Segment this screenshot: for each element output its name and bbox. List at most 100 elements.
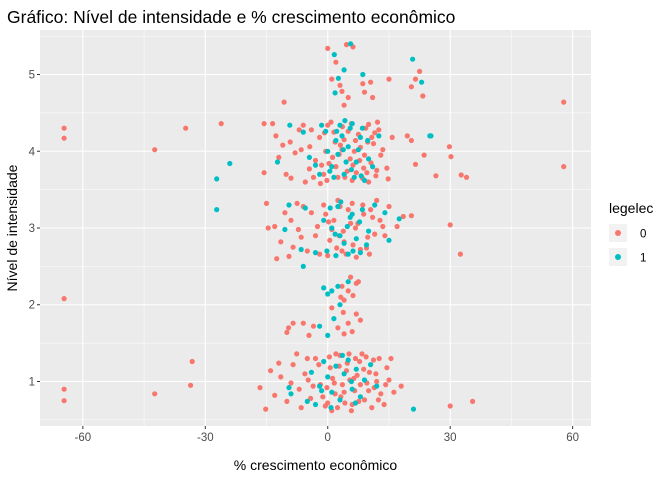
point-legelec-0 xyxy=(334,245,340,251)
point-legelec-1 xyxy=(337,397,343,403)
point-legelec-0 xyxy=(328,119,334,125)
point-legelec-1 xyxy=(363,242,370,248)
point-legelec-0 xyxy=(351,148,357,154)
point-legelec-0 xyxy=(374,378,380,385)
point-legelec-0 xyxy=(298,405,304,411)
point-legelec-0 xyxy=(321,202,327,208)
point-legelec-0 xyxy=(298,147,304,153)
point-legelec-0 xyxy=(294,200,300,206)
point-legelec-0 xyxy=(370,357,377,363)
point-legelec-0 xyxy=(398,383,404,389)
point-legelec-0 xyxy=(394,223,400,230)
point-legelec-1 xyxy=(332,90,338,96)
point-legelec-0 xyxy=(319,162,325,168)
point-legelec-0 xyxy=(352,225,359,231)
point-legelec-0 xyxy=(385,176,391,182)
point-legelec-0 xyxy=(296,127,302,133)
point-legelec-0 xyxy=(265,225,271,231)
point-legelec-0 xyxy=(365,234,371,240)
point-legelec-1 xyxy=(345,279,351,285)
point-legelec-1 xyxy=(335,283,341,289)
point-legelec-1 xyxy=(331,52,337,58)
point-legelec-1 xyxy=(352,400,359,406)
point-legelec-0 xyxy=(282,210,288,216)
point-legelec-1 xyxy=(353,366,359,372)
point-legelec-0 xyxy=(317,251,323,257)
point-legelec-1 xyxy=(339,133,345,139)
point-legelec-1 xyxy=(372,202,378,208)
point-legelec-0 xyxy=(363,354,369,360)
point-legelec-1 xyxy=(335,75,341,81)
point-legelec-0 xyxy=(391,389,397,395)
point-legelec-1 xyxy=(319,388,325,394)
point-legelec-1 xyxy=(350,248,356,254)
point-legelec-0 xyxy=(386,203,392,210)
point-legelec-1 xyxy=(319,122,325,128)
point-legelec-0 xyxy=(326,354,332,360)
point-legelec-1 xyxy=(300,263,306,269)
point-legelec-0 xyxy=(448,154,454,160)
point-legelec-0 xyxy=(341,389,347,395)
point-legelec-0 xyxy=(288,175,294,181)
point-legelec-1 xyxy=(321,285,327,291)
point-legelec-0 xyxy=(263,406,269,412)
point-legelec-0 xyxy=(421,152,427,158)
point-legelec-0 xyxy=(457,251,463,257)
point-legelec-1 xyxy=(341,171,347,177)
point-legelec-0 xyxy=(433,173,439,179)
y-tick-label: 5 xyxy=(29,70,35,82)
point-legelec-0 xyxy=(361,165,367,171)
point-legelec-1 xyxy=(366,228,372,234)
point-legelec-0 xyxy=(274,256,280,262)
point-legelec-0 xyxy=(404,133,410,139)
point-legelec-1 xyxy=(325,291,331,297)
point-legelec-0 xyxy=(326,219,332,225)
point-legelec-0 xyxy=(368,207,374,213)
point-legelec-0 xyxy=(373,371,379,377)
point-legelec-1 xyxy=(282,226,288,233)
point-legelec-0 xyxy=(325,122,331,128)
point-legelec-0 xyxy=(446,144,452,150)
point-legelec-1 xyxy=(325,374,331,380)
point-legelec-0 xyxy=(346,351,352,357)
point-legelec-0 xyxy=(368,79,374,85)
legend-title: legelec xyxy=(609,200,653,216)
point-legelec-0 xyxy=(306,166,312,172)
point-legelec-0 xyxy=(61,125,67,131)
point-legelec-0 xyxy=(408,137,414,144)
point-legelec-0 xyxy=(324,177,330,183)
point-legelec-0 xyxy=(290,362,296,368)
point-legelec-0 xyxy=(353,254,359,260)
point-legelec-0 xyxy=(278,374,284,380)
point-legelec-1 xyxy=(329,225,335,231)
point-legelec-0 xyxy=(339,88,345,94)
point-legelec-0 xyxy=(458,172,464,178)
point-legelec-1 xyxy=(214,207,220,213)
point-legelec-0 xyxy=(340,228,346,234)
point-legelec-0 xyxy=(323,211,329,217)
point-legelec-1 xyxy=(341,67,347,73)
y-tick-label: 3 xyxy=(29,223,35,235)
point-legelec-0 xyxy=(272,223,278,230)
point-legelec-0 xyxy=(312,355,319,362)
point-legelec-0 xyxy=(412,76,419,82)
point-legelec-1 xyxy=(341,240,347,246)
point-legelec-0 xyxy=(218,121,224,127)
point-legelec-1 xyxy=(348,41,354,47)
point-legelec-0 xyxy=(361,211,367,217)
point-legelec-1 xyxy=(300,129,306,135)
point-legelec-1 xyxy=(357,219,363,225)
point-legelec-0 xyxy=(152,147,158,153)
point-legelec-0 xyxy=(345,320,351,326)
point-legelec-0 xyxy=(353,170,359,176)
point-legelec-0 xyxy=(348,408,354,414)
point-legelec-0 xyxy=(329,305,335,311)
point-legelec-0 xyxy=(380,147,386,153)
point-legelec-0 xyxy=(382,233,388,239)
point-legelec-0 xyxy=(345,207,351,213)
point-legelec-1 xyxy=(337,122,343,128)
x-tick-label: 60 xyxy=(566,432,579,444)
point-legelec-1 xyxy=(347,125,353,131)
point-legelec-0 xyxy=(561,99,567,105)
point-legelec-0 xyxy=(308,210,314,216)
